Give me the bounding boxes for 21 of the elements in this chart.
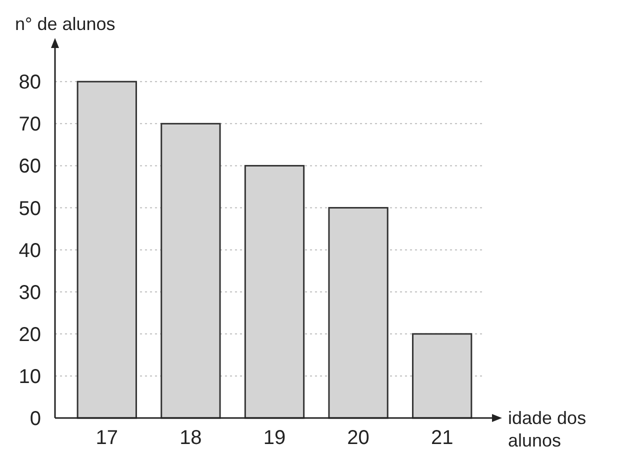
bar bbox=[328, 207, 388, 419]
y-tick-label: 60 bbox=[18, 156, 41, 178]
bar bbox=[412, 333, 472, 419]
y-tick-label: 20 bbox=[18, 324, 41, 346]
x-axis-title: idade dos alunos bbox=[508, 408, 586, 450]
x-tick-label: 17 bbox=[96, 427, 118, 449]
bar bbox=[160, 122, 221, 419]
bar bbox=[244, 164, 305, 419]
y-tick-label: 10 bbox=[18, 366, 41, 388]
y-tick-label: 0 bbox=[30, 408, 41, 430]
x-tick-label: 19 bbox=[263, 427, 286, 449]
y-tick-label: 70 bbox=[18, 114, 41, 136]
x-tick-label: 18 bbox=[180, 427, 202, 449]
x-tick-label: 20 bbox=[347, 427, 370, 449]
y-tick-label: 30 bbox=[18, 282, 41, 304]
bar bbox=[76, 80, 137, 419]
x-tick-label: 21 bbox=[430, 427, 454, 449]
y-tick-label: 50 bbox=[18, 198, 41, 220]
y-tick-label: 40 bbox=[18, 240, 41, 262]
y-axis-title: n° de alunos bbox=[15, 14, 116, 34]
y-tick-label: 80 bbox=[18, 72, 41, 94]
